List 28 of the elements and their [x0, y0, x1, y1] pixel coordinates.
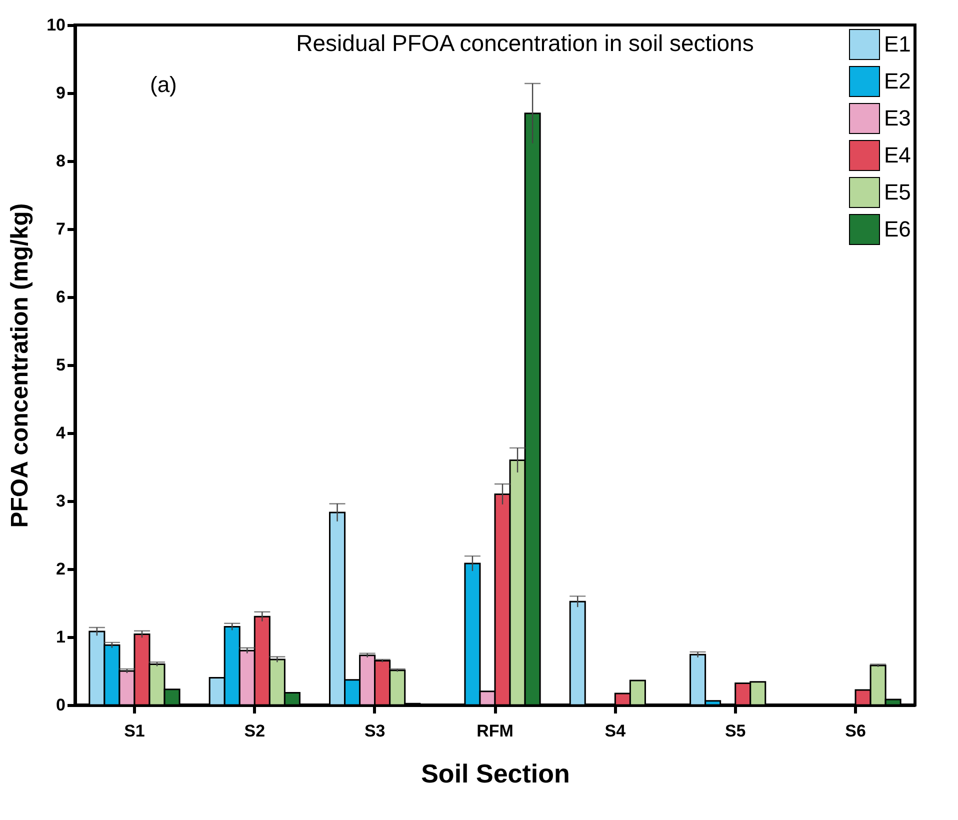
legend-label: E5 — [884, 180, 911, 204]
legend-label: E1 — [884, 32, 911, 56]
x-tick-label: S3 — [364, 722, 386, 740]
legend-label: E2 — [884, 68, 911, 94]
y-tick-label: 6 — [56, 288, 66, 306]
y-tick-label: 0 — [56, 696, 66, 714]
y-tick-label: 7 — [56, 220, 66, 238]
x-tick-label: S1 — [124, 722, 145, 740]
chart-title: Residual PFOA concentration in soil sections — [296, 30, 754, 56]
annotation: (a) — [150, 72, 177, 97]
y-tick-label: 2 — [56, 560, 66, 578]
y-tick-label: 10 — [46, 16, 66, 34]
x-tick-label: RFM — [476, 722, 514, 740]
y-tick-label: 1 — [56, 628, 66, 646]
y-tick-label: 4 — [56, 424, 66, 442]
y-tick-label: 5 — [56, 356, 66, 374]
x-axis-title: Soil Section — [421, 758, 570, 788]
y-tick-label: 9 — [56, 84, 66, 102]
x-tick-label: S6 — [845, 722, 866, 740]
legend-label: E4 — [884, 142, 911, 168]
legend-label: E3 — [884, 106, 911, 130]
x-tick-label: S2 — [244, 722, 266, 740]
y-tick-label: 3 — [56, 492, 66, 510]
legend-label: E6 — [884, 216, 911, 242]
y-axis-title: PFOA concentration (mg/kg) — [6, 203, 34, 528]
x-tick-label: S4 — [604, 722, 626, 740]
y-tick-label: 8 — [56, 152, 66, 170]
x-tick-label: S5 — [724, 722, 746, 740]
